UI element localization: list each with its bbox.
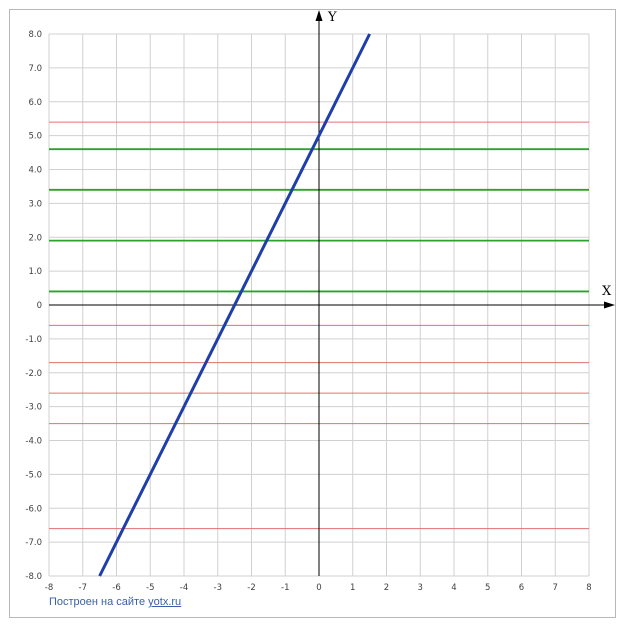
x-tick-label: 3 xyxy=(418,583,423,593)
y-tick-label: 6.0 xyxy=(28,98,42,108)
y-tick-label: 3.0 xyxy=(28,199,42,209)
x-tick-label: -2 xyxy=(247,583,255,593)
x-tick-label: 6 xyxy=(519,583,524,593)
x-tick-label: 5 xyxy=(485,583,490,593)
footer-text: Построен на сайте xyxy=(49,596,149,608)
x-tick-label: -3 xyxy=(214,583,222,593)
axes xyxy=(49,10,615,576)
x-axis-label: X xyxy=(602,284,612,299)
series-line xyxy=(98,33,371,577)
y-tick-label: 8.0 xyxy=(28,30,42,40)
y-tick-label: 4.0 xyxy=(28,166,42,176)
x-tick-label: -8 xyxy=(45,583,53,593)
y-tick-label: -5.0 xyxy=(25,470,42,480)
y-tick-label: 1.0 xyxy=(28,267,42,277)
x-tick-label: 7 xyxy=(553,583,558,593)
y-tick-label: 5.0 xyxy=(28,132,42,142)
y-tick-label: -2.0 xyxy=(25,369,42,379)
y-tick-label: -1.0 xyxy=(25,335,42,345)
x-tick-label: 8 xyxy=(586,583,591,593)
x-tick-label: -5 xyxy=(146,583,154,593)
x-tick-label: -6 xyxy=(112,583,120,593)
x-tick-label: -1 xyxy=(281,583,289,593)
footer: Построен на сайте yotx.ru xyxy=(49,596,181,608)
y-tick-label: 7.0 xyxy=(28,64,42,74)
y-axis-label: Y xyxy=(327,10,337,25)
y-tick-label: -8.0 xyxy=(25,572,42,582)
x-tick-label: -4 xyxy=(180,583,188,593)
x-axis-arrow xyxy=(604,301,615,309)
x-tick-label: -7 xyxy=(79,583,87,593)
y-axis-arrow xyxy=(315,10,323,21)
y-tick-label: -3.0 xyxy=(25,403,42,413)
footer-link[interactable]: yotx.ru xyxy=(148,596,182,608)
y-tick-label: -4.0 xyxy=(25,437,42,447)
tick-labels: -8 -7 -6 -5 -4 -3 -2 -1 0 1 2 3 4 5 6 7 8 8.0 7.0 6.0 5.0 4.0… xyxy=(25,30,591,593)
chart-frame xyxy=(9,9,616,618)
series xyxy=(98,33,371,577)
y-tick-label: 2.0 xyxy=(28,233,42,243)
x-tick-label: 2 xyxy=(384,583,389,593)
x-tick-label: 4 xyxy=(451,583,456,593)
y-tick-label: 0 xyxy=(37,301,42,311)
x-tick-label: 1 xyxy=(350,583,355,593)
y-tick-label: -6.0 xyxy=(25,504,42,514)
x-tick-label: 0 xyxy=(316,583,321,593)
y-tick-label: -7.0 xyxy=(25,538,42,548)
